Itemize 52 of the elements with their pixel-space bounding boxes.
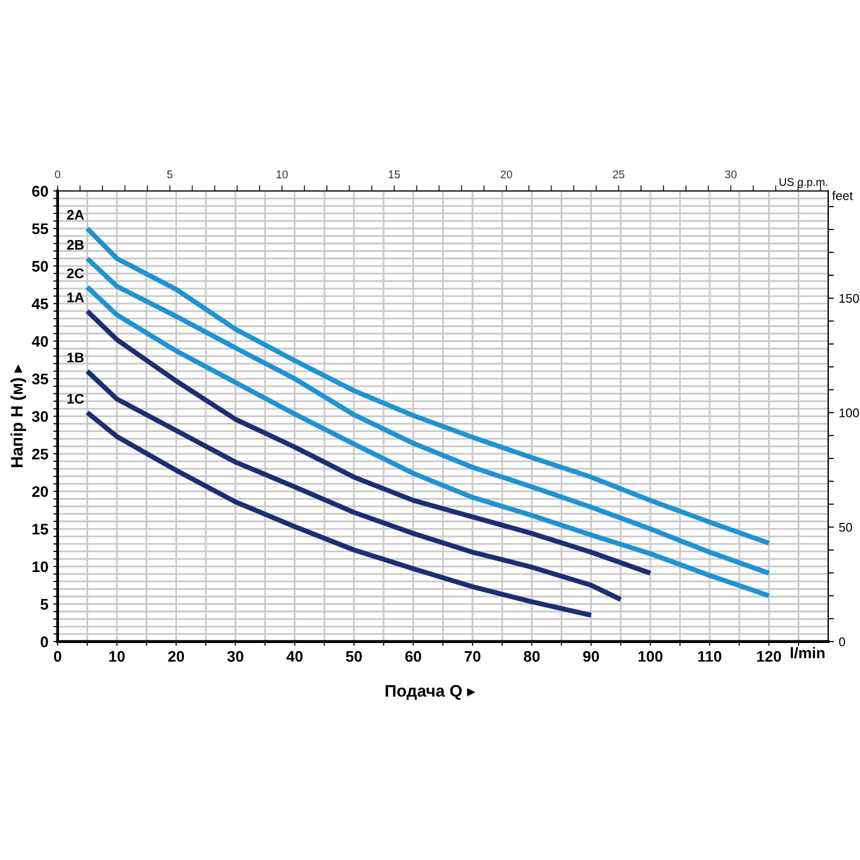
y-tick-label: 50: [32, 260, 48, 272]
x-tick-label: 100: [638, 650, 662, 662]
x-tick-label: 0: [54, 650, 62, 662]
x2-tick-label: 0: [54, 170, 60, 178]
y-tick-label: 10: [32, 561, 48, 572]
x2-tick-label: 25: [612, 170, 624, 178]
line-series: [84, 308, 653, 576]
y-tick-label: 0: [40, 636, 48, 648]
x-tick-label: 60: [405, 650, 422, 662]
line-series: [84, 368, 624, 602]
y-tick-label: 35: [32, 374, 48, 384]
x2-tick-label: 30: [725, 170, 737, 178]
series-label: 1A: [67, 292, 84, 302]
x2-axis-title: US g.p.m.: [780, 178, 828, 188]
series-label: 1B: [67, 352, 84, 362]
y-tick-label: 40: [32, 336, 48, 347]
line-series: [84, 410, 594, 618]
y2-tick-label: 0: [839, 637, 846, 646]
x-tick-label: 10: [109, 650, 125, 662]
x-tick-label: 110: [698, 650, 722, 662]
series-label: 2B: [67, 240, 84, 250]
x-tick-label: 50: [346, 650, 362, 662]
x-tick-label: 90: [583, 650, 599, 662]
y-tick-label: 5: [40, 599, 48, 610]
x-tick-label: 120: [757, 650, 782, 662]
y2-tick-label: 50: [839, 522, 852, 532]
series-label: 2C: [67, 268, 84, 278]
x2-tick-label: 15: [388, 170, 400, 178]
y-tick-label: 55: [32, 224, 48, 234]
y2-tick-label: 150: [840, 294, 859, 303]
x-tick-label: 40: [286, 650, 303, 662]
y-tick-label: 45: [32, 298, 48, 310]
y-tick-label: 20: [32, 486, 48, 498]
line-series: [84, 226, 772, 546]
x-axis-title: Подача Q ▸: [386, 684, 476, 700]
series-label: 1C: [67, 394, 84, 404]
x2-tick-label: 5: [167, 170, 172, 178]
x-tick-label: 30: [227, 650, 244, 662]
x2-tick-label: 10: [276, 170, 288, 178]
y-tick-label: 15: [32, 524, 48, 535]
y-tick-label: 60: [32, 186, 48, 197]
x-tick-label: 80: [524, 650, 540, 662]
y-axis-title: Напір H (м) ▸: [10, 364, 26, 468]
x2-tick-label: 20: [500, 170, 512, 178]
y-tick-label: 30: [32, 411, 48, 422]
x-tick-label: 70: [464, 650, 480, 662]
x-tick-label: 20: [168, 650, 184, 662]
y-tick-label: 25: [32, 448, 48, 460]
y2-tick-label: 100: [840, 408, 859, 418]
series-label: 2A: [67, 210, 84, 220]
y2-axis-title: feet: [832, 190, 853, 200]
text: l/min: [790, 647, 824, 658]
